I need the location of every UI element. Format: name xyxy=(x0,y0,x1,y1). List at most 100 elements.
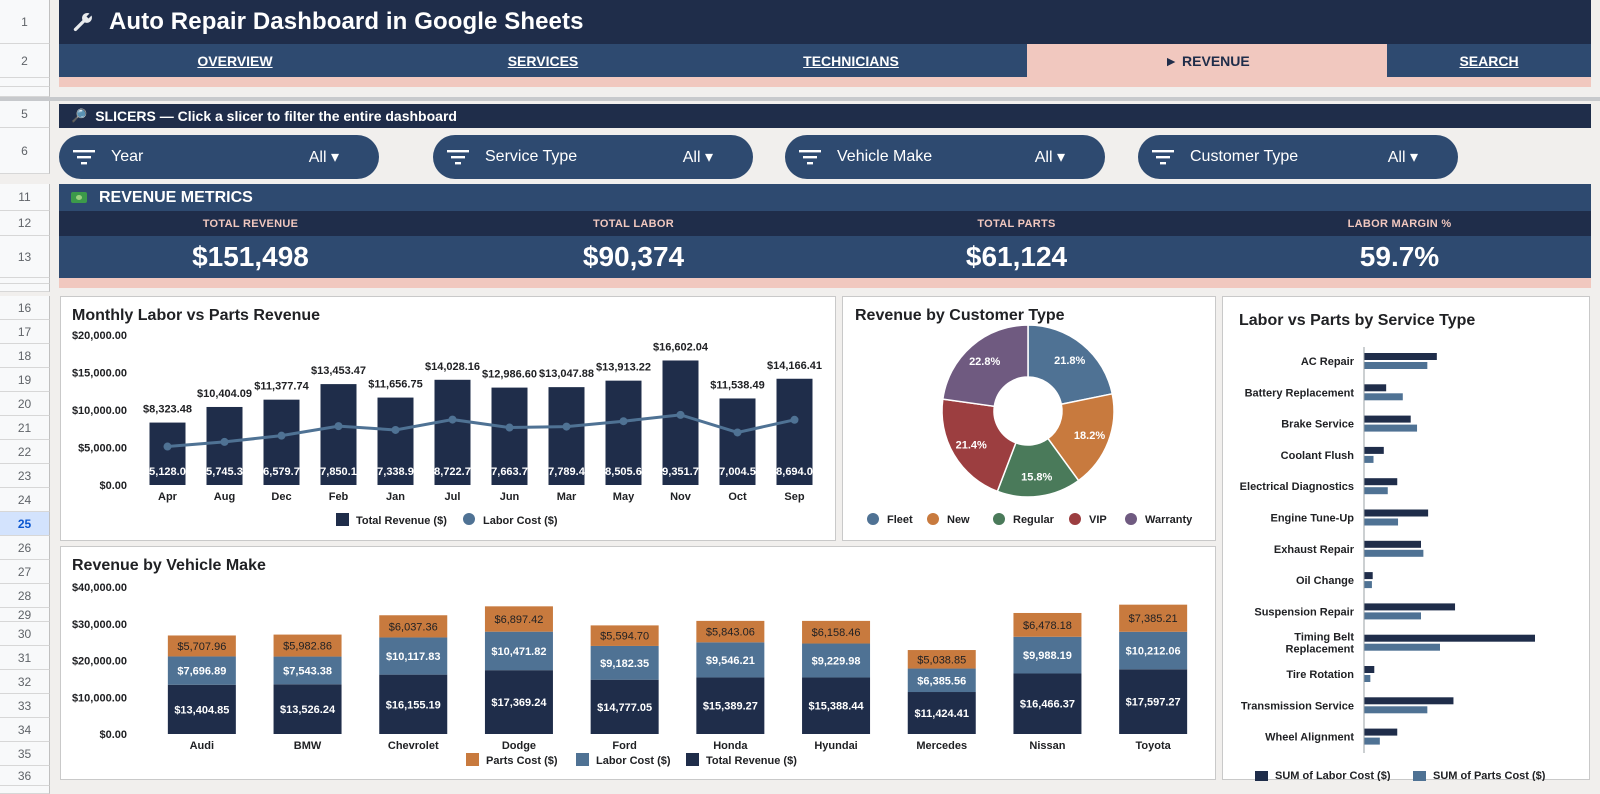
row-header-3[interactable] xyxy=(0,78,50,87)
slicer-vehicle-make[interactable]: Vehicle Make All ▾ xyxy=(785,135,1105,179)
x-tick-label: Sep xyxy=(784,491,804,503)
row-header-20[interactable]: 20 xyxy=(0,392,50,416)
segment-label: $9,988.19 xyxy=(1023,650,1072,662)
segment-labor-cost xyxy=(1013,636,1082,674)
bar-labor-cost xyxy=(1364,728,1398,736)
line-point xyxy=(448,415,457,424)
segment-label: $17,597.27 xyxy=(1126,697,1181,709)
row-header-17[interactable]: 17 xyxy=(0,320,50,344)
slicer-year[interactable]: Year All ▾ xyxy=(59,135,379,179)
row-header-18[interactable]: 18 xyxy=(0,344,50,368)
row-header-16[interactable]: 16 xyxy=(0,296,50,320)
nav-technicians[interactable]: TECHNICIANS xyxy=(803,52,899,69)
metric-label-total-parts: TOTAL PARTS xyxy=(977,217,1056,230)
nav-bar: OVERVIEW SERVICES TECHNICIANS ► REVENUE … xyxy=(59,44,1591,77)
metric-label-total-revenue: TOTAL REVENUE xyxy=(202,217,299,230)
slicer-value-dropdown[interactable]: All ▾ xyxy=(308,149,339,166)
nav-revenue[interactable]: ► REVENUE xyxy=(1027,44,1387,77)
legend-label: New xyxy=(947,514,970,526)
slicer-value-dropdown[interactable]: All ▾ xyxy=(1387,149,1418,166)
data-label: $11,377.74 xyxy=(254,381,309,393)
nav-services[interactable]: SERVICES xyxy=(507,52,579,69)
row-header-27[interactable]: 27 xyxy=(0,560,50,584)
data-label: $11,538.49 xyxy=(710,379,764,391)
row-header-4[interactable] xyxy=(0,87,50,97)
line-data-label: 8,722.7 xyxy=(434,466,471,478)
row-header-24[interactable]: 24 xyxy=(0,488,50,512)
row-header-26[interactable]: 26 xyxy=(0,536,50,560)
segment-label: $5,594.70 xyxy=(600,631,649,643)
frozen-rows-divider[interactable] xyxy=(0,97,1600,101)
row-header-32[interactable]: 32 xyxy=(0,670,50,694)
chart-customer-type[interactable]: Revenue by Customer Type 21.8% 18.2% 15.8%… xyxy=(842,296,1216,541)
slicer-customer-type[interactable]: Customer Type All ▾ xyxy=(1138,135,1458,179)
row-header-22[interactable]: 22 xyxy=(0,440,50,464)
segment-labor-cost xyxy=(167,656,236,685)
x-tick-label: Apr xyxy=(158,491,178,503)
legend-label: Labor Cost ($) xyxy=(483,515,558,527)
row-header-15[interactable] xyxy=(0,284,50,292)
row-header-11[interactable]: 11 xyxy=(0,184,50,211)
nav-search[interactable]: SEARCH xyxy=(1459,52,1519,69)
category-label: Suspension Repair xyxy=(1254,606,1354,618)
row-header-28[interactable]: 28 xyxy=(0,584,50,608)
bar-total-revenue xyxy=(377,397,414,485)
row-header-14[interactable] xyxy=(0,278,50,284)
segment-label: $7,543.38 xyxy=(283,665,332,677)
slicer-service-type[interactable]: Service Type All ▾ xyxy=(433,135,753,179)
row-header-2[interactable]: 2 xyxy=(0,44,50,78)
chart-monthly-revenue[interactable]: Monthly Labor vs Parts Revenue $20,000.0… xyxy=(60,296,836,541)
row-header-25[interactable]: 25 xyxy=(0,512,50,536)
row-header-35[interactable]: 35 xyxy=(0,742,50,766)
metric-value-total-revenue: $151,498 xyxy=(192,241,309,272)
legend-swatch xyxy=(927,513,939,525)
row-header-31[interactable]: 31 xyxy=(0,646,50,670)
row-header-19[interactable]: 19 xyxy=(0,368,50,392)
bar-labor-cost xyxy=(1364,353,1437,360)
legend-swatch xyxy=(576,753,589,766)
row-header-6[interactable]: 6 xyxy=(0,128,50,174)
segment-labor-cost xyxy=(907,668,976,693)
chart-service-type[interactable]: Labor vs Parts by Service Type AC Repair… xyxy=(1222,296,1590,781)
slicer-value-dropdown[interactable]: All ▾ xyxy=(1034,149,1065,166)
row-header-36[interactable]: 36 xyxy=(0,766,50,786)
segment-label: $10,471.82 xyxy=(491,646,546,658)
metric-label-total-labor: TOTAL LABOR xyxy=(593,217,674,230)
x-tick-label: Jul xyxy=(445,491,461,503)
metric-value-labor-margin: 59.7% xyxy=(1359,241,1440,272)
row-header-21[interactable]: 21 xyxy=(0,416,50,440)
segment-label: $5,843.06 xyxy=(706,627,755,639)
legend-label: VIP xyxy=(1089,514,1107,526)
row-header-33[interactable]: 33 xyxy=(0,694,50,718)
y-tick-label: $0.00 xyxy=(99,729,127,741)
bar-total-revenue xyxy=(605,380,642,485)
slicer-value-dropdown[interactable]: All ▾ xyxy=(682,149,713,166)
row-header-13[interactable]: 13 xyxy=(0,236,50,278)
chart-title: Labor vs Parts by Service Type xyxy=(1239,312,1476,329)
chart-vehicle-make[interactable]: Revenue by Vehicle Make $40,000.00 $30,00… xyxy=(60,546,1216,780)
bar-labor-cost xyxy=(1364,603,1456,611)
category-label: Electrical Diagnostics xyxy=(1240,481,1354,493)
x-tick-label: BMW xyxy=(294,740,322,752)
row-header-23[interactable]: 23 xyxy=(0,464,50,488)
legend-label: Parts Cost ($) xyxy=(486,755,558,767)
row-header-34[interactable]: 34 xyxy=(0,718,50,742)
bar-parts-cost xyxy=(1364,393,1403,401)
bar-parts-cost xyxy=(1364,675,1371,682)
row-header-12[interactable]: 12 xyxy=(0,211,50,236)
bar-total-revenue xyxy=(149,422,186,485)
segment-label: $6,478.18 xyxy=(1023,620,1072,632)
segment-label: $9,546.21 xyxy=(706,655,755,667)
nav-overview[interactable]: OVERVIEW xyxy=(197,52,273,69)
row-header-30[interactable]: 30 xyxy=(0,622,50,646)
metric-value-total-parts: $61,124 xyxy=(965,241,1068,272)
y-tick-label: $10,000.00 xyxy=(72,405,127,417)
segment-parts-cost xyxy=(590,625,659,646)
row-header-37[interactable] xyxy=(0,786,50,794)
row-header-5[interactable]: 5 xyxy=(0,101,50,128)
row-header-1[interactable]: 1 xyxy=(0,0,50,44)
row-header-29[interactable]: 29 xyxy=(0,608,50,622)
bar-labor-cost xyxy=(1364,384,1387,392)
